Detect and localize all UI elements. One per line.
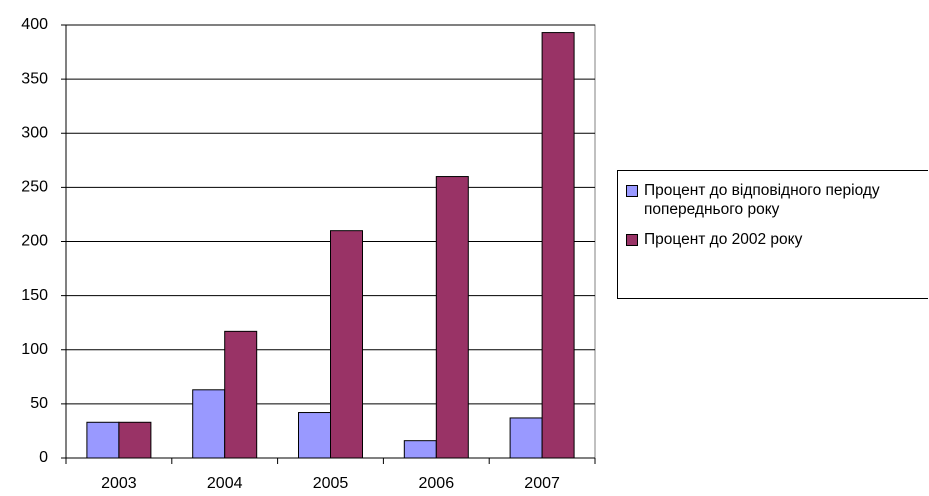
y-tick-label: 100 — [21, 341, 48, 358]
y-tick-label: 350 — [21, 70, 48, 87]
bar — [118, 421, 152, 459]
bar — [435, 176, 469, 459]
legend-item: Процент до відповідного періоду попередн… — [626, 181, 928, 219]
y-tick-label: 150 — [21, 287, 48, 304]
legend-swatch — [626, 234, 638, 246]
legend-label: Процент до 2002 року — [644, 231, 803, 248]
bar — [541, 32, 575, 459]
legend-label: Процент до відповідного періоду попередн… — [644, 182, 880, 218]
bar — [298, 412, 331, 459]
y-tick-label: 0 — [39, 449, 48, 466]
bar — [86, 421, 120, 459]
bar — [509, 417, 543, 459]
bar — [330, 230, 363, 459]
y-tick-label: 400 — [21, 16, 48, 33]
y-tick-label: 300 — [21, 124, 48, 141]
legend-item: Процент до 2002 року — [626, 230, 928, 249]
bar — [224, 330, 258, 459]
legend: Процент до відповідного періоду попередн… — [617, 170, 928, 299]
x-tick-label: 2007 — [524, 475, 560, 492]
x-tick-label: 2003 — [101, 475, 137, 492]
bar — [192, 389, 226, 459]
bar — [403, 440, 437, 459]
y-tick-label: 50 — [30, 395, 48, 412]
y-tick-label: 250 — [21, 179, 48, 196]
y-tick-label: 200 — [21, 233, 48, 250]
legend-swatch — [626, 185, 638, 197]
x-tick-label: 2005 — [313, 475, 349, 492]
x-tick-label: 2004 — [207, 475, 243, 492]
x-tick-label: 2006 — [419, 475, 455, 492]
